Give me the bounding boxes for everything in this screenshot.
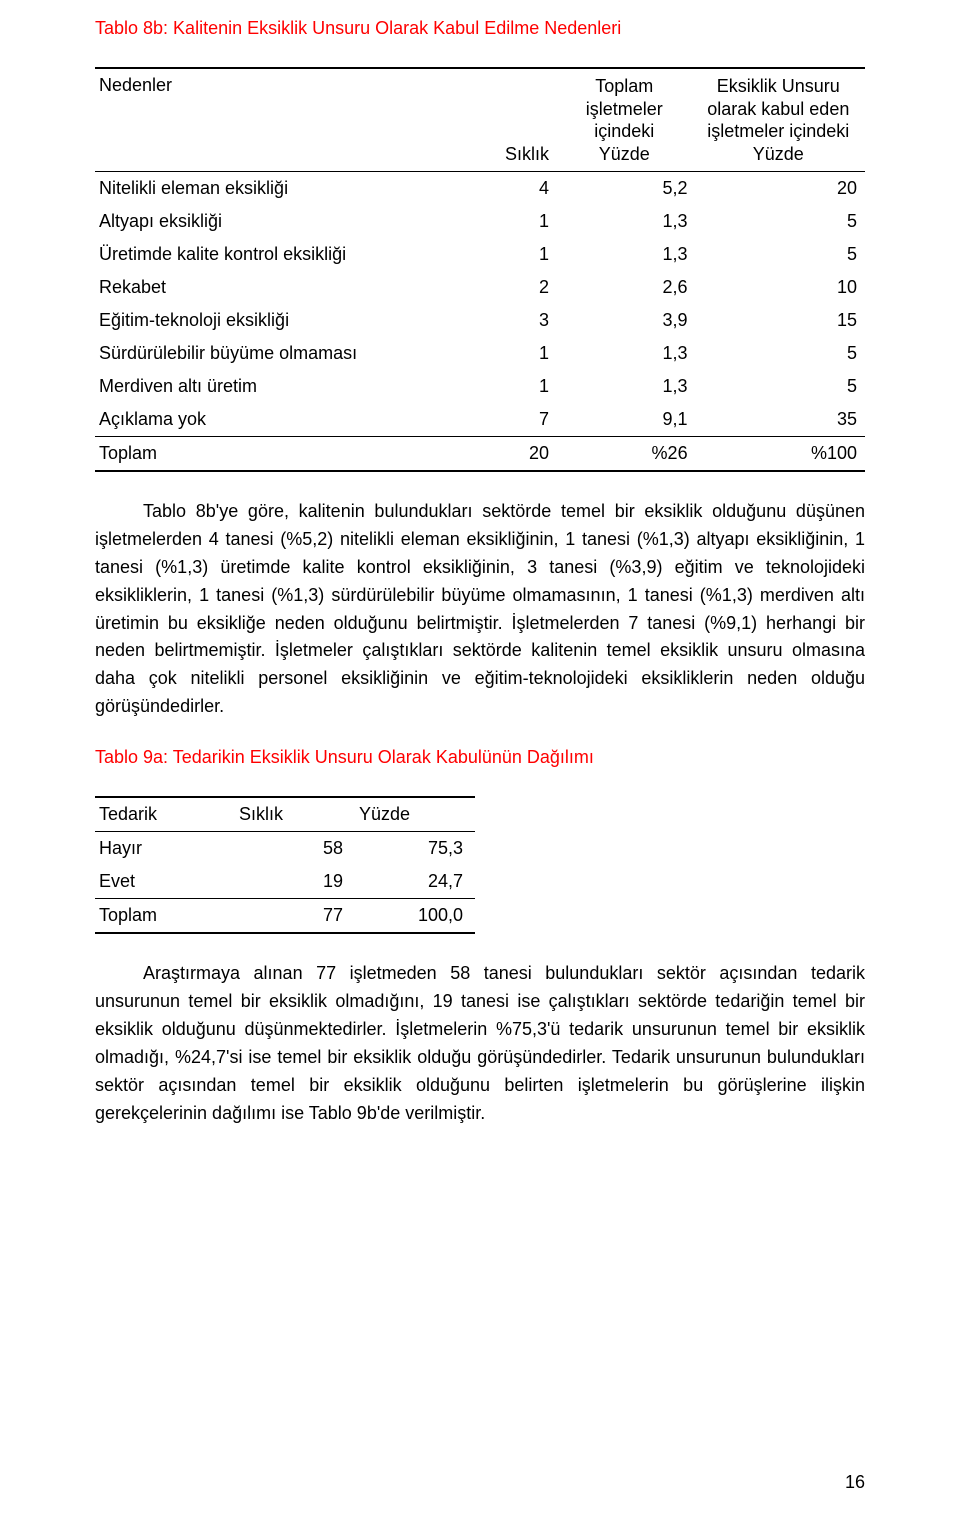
row-label: Eğitim-teknoloji eksikliği (95, 304, 465, 337)
cell: 77 (235, 899, 355, 934)
col-header-tedarik: Tedarik (95, 797, 235, 832)
cell: 24,7 (355, 865, 475, 899)
cell: 3 (465, 304, 557, 337)
table-row: Üretimde kalite kontrol eksikliği 1 1,3 … (95, 238, 865, 271)
table-8b-total-row: Toplam 20 %26 %100 (95, 437, 865, 472)
col-header-nedenler: Nedenler (95, 68, 465, 172)
table-9a-total-row: Toplam 77 100,0 (95, 899, 475, 934)
table-9a-header-row: Tedarik Sıklık Yüzde (95, 797, 475, 832)
cell: 7 (465, 403, 557, 437)
cell: 20 (465, 437, 557, 472)
cell: 58 (235, 832, 355, 866)
cell: 19 (235, 865, 355, 899)
table-row: Merdiven altı üretim 1 1,3 5 (95, 370, 865, 403)
col-header-siklik: Sıklık (235, 797, 355, 832)
cell: 1 (465, 370, 557, 403)
document-page: Tablo 8b: Kalitenin Eksiklik Unsuru Olar… (0, 0, 960, 1515)
cell: 1 (465, 238, 557, 271)
cell: 1,3 (557, 337, 696, 370)
cell: 5 (696, 337, 865, 370)
cell: 35 (696, 403, 865, 437)
table-8b-header-row: Nedenler Sıklık Toplam işletmeler içinde… (95, 68, 865, 172)
cell: 20 (696, 172, 865, 206)
row-label: Üretimde kalite kontrol eksikliği (95, 238, 465, 271)
row-label: Toplam (95, 437, 465, 472)
cell: 1,3 (557, 370, 696, 403)
table-row: Nitelikli eleman eksikliği 4 5,2 20 (95, 172, 865, 206)
col-header-yuzde: Yüzde (355, 797, 475, 832)
row-label: Rekabet (95, 271, 465, 304)
table-8b-title: Tablo 8b: Kalitenin Eksiklik Unsuru Olar… (95, 18, 865, 39)
paragraph-9a: Araştırmaya alınan 77 işletmeden 58 tane… (95, 960, 865, 1127)
row-label: Merdiven altı üretim (95, 370, 465, 403)
table-row: Evet 19 24,7 (95, 865, 475, 899)
table-8b: Nedenler Sıklık Toplam işletmeler içinde… (95, 67, 865, 472)
table-row: Eğitim-teknoloji eksikliği 3 3,9 15 (95, 304, 865, 337)
table-row: Rekabet 2 2,6 10 (95, 271, 865, 304)
cell: 1 (465, 337, 557, 370)
cell: 5 (696, 370, 865, 403)
row-label: Hayır (95, 832, 235, 866)
table-row: Açıklama yok 7 9,1 35 (95, 403, 865, 437)
cell: 15 (696, 304, 865, 337)
table-row: Hayır 58 75,3 (95, 832, 475, 866)
cell: 9,1 (557, 403, 696, 437)
cell: 5,2 (557, 172, 696, 206)
table-row: Sürdürülebilir büyüme olmaması 1 1,3 5 (95, 337, 865, 370)
row-label: Sürdürülebilir büyüme olmaması (95, 337, 465, 370)
row-label: Evet (95, 865, 235, 899)
cell: 4 (465, 172, 557, 206)
table-row: Altyapı eksikliği 1 1,3 5 (95, 205, 865, 238)
cell: 2 (465, 271, 557, 304)
cell: 100,0 (355, 899, 475, 934)
page-number: 16 (845, 1472, 865, 1493)
cell: %26 (557, 437, 696, 472)
col-header-siklik: Sıklık (465, 68, 557, 172)
cell: 75,3 (355, 832, 475, 866)
table-9a-title: Tablo 9a: Tedarikin Eksiklik Unsuru Olar… (95, 747, 865, 768)
cell: %100 (696, 437, 865, 472)
row-label: Açıklama yok (95, 403, 465, 437)
cell: 5 (696, 205, 865, 238)
cell: 3,9 (557, 304, 696, 337)
cell: 1,3 (557, 205, 696, 238)
cell: 5 (696, 238, 865, 271)
col-header-eksiklik-yuzde: Eksiklik Unsuru olarak kabul eden işletm… (696, 68, 865, 172)
row-label: Toplam (95, 899, 235, 934)
cell: 1,3 (557, 238, 696, 271)
paragraph-8b: Tablo 8b'ye göre, kalitenin bulundukları… (95, 498, 865, 721)
table-9a: Tedarik Sıklık Yüzde Hayır 58 75,3 Evet … (95, 796, 475, 934)
col-header-toplam-yuzde: Toplam işletmeler içindeki Yüzde (557, 68, 696, 172)
cell: 10 (696, 271, 865, 304)
cell: 1 (465, 205, 557, 238)
cell: 2,6 (557, 271, 696, 304)
row-label: Altyapı eksikliği (95, 205, 465, 238)
row-label: Nitelikli eleman eksikliği (95, 172, 465, 206)
